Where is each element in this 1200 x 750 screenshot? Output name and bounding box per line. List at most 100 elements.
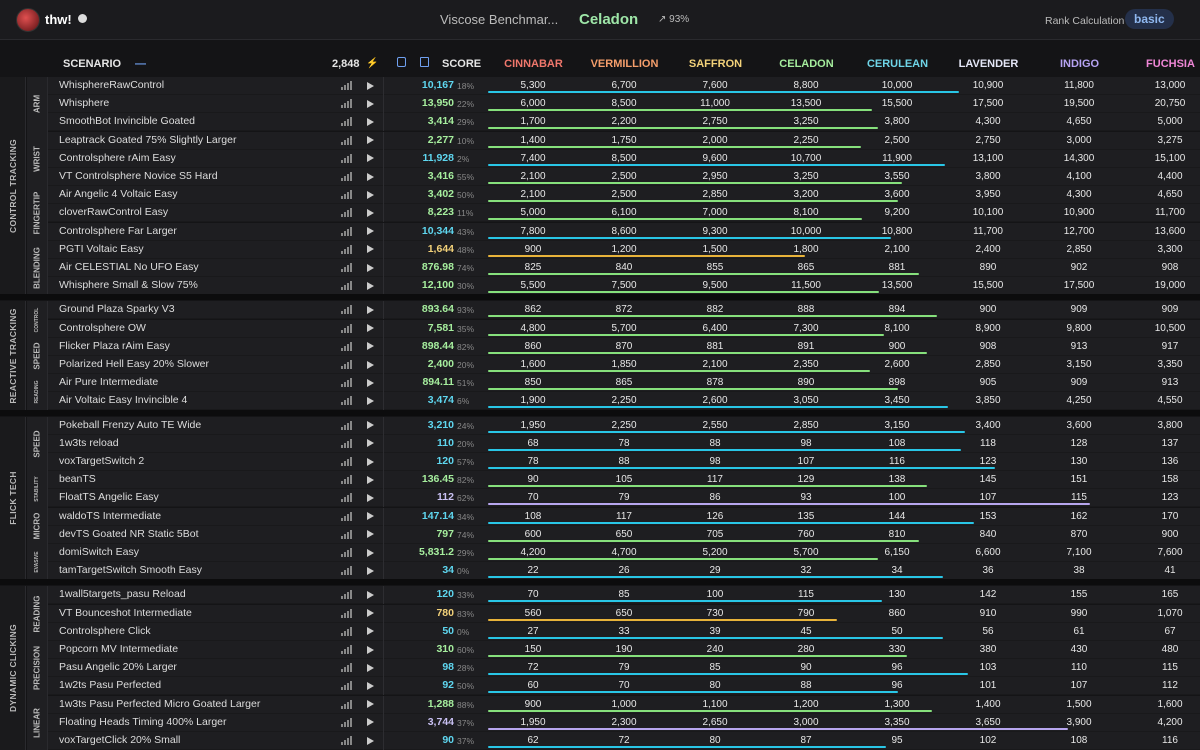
scenario-name[interactable]: Pasu Angelic 20% Larger — [59, 661, 177, 674]
table-row[interactable] — [48, 641, 1200, 659]
table-row[interactable] — [48, 319, 1200, 338]
scenario-name[interactable]: voxTargetClick 20% Small — [59, 734, 181, 746]
play-icon[interactable] — [367, 154, 374, 163]
table-row[interactable] — [48, 131, 1200, 150]
play-icon[interactable] — [367, 263, 374, 272]
scenario-name[interactable]: 1w3ts reload — [59, 436, 119, 449]
play-icon[interactable] — [367, 457, 374, 466]
scenario-name[interactable]: voxTargetSwitch 2 — [59, 455, 145, 467]
play-icon[interactable] — [367, 700, 374, 709]
leaderboard-icon[interactable] — [341, 305, 353, 315]
play-icon[interactable] — [367, 548, 374, 557]
play-icon[interactable] — [367, 227, 374, 236]
leaderboard-icon[interactable] — [341, 457, 353, 466]
leaderboard-icon[interactable] — [341, 172, 353, 181]
scenario-name[interactable]: Leaptrack Goated 75% Slightly Larger — [59, 133, 237, 146]
leaderboard-icon[interactable] — [341, 548, 353, 557]
play-icon[interactable] — [367, 590, 374, 599]
leaderboard-icon[interactable] — [341, 281, 353, 291]
leaderboard-icon[interactable] — [341, 681, 353, 691]
table-row[interactable] — [48, 659, 1200, 678]
leaderboard-icon[interactable] — [341, 529, 353, 539]
leaderboard-icon[interactable] — [341, 566, 353, 576]
play-icon[interactable] — [367, 609, 374, 618]
table-row[interactable] — [48, 374, 1200, 393]
table-row[interactable] — [48, 507, 1200, 526]
table-row[interactable] — [48, 95, 1200, 114]
scenario-header[interactable]: SCENARIO — [63, 58, 122, 70]
scenario-name[interactable]: waldoTS Intermediate — [59, 509, 162, 522]
play-icon[interactable] — [367, 208, 374, 217]
scenario-name[interactable]: Controlsphere rAim Easy — [59, 151, 176, 164]
scenario-name[interactable]: Flicker Plaza rAim Easy — [59, 339, 170, 352]
table-row[interactable] — [48, 434, 1200, 453]
leaderboard-icon[interactable] — [341, 396, 353, 406]
leaderboard-icon[interactable] — [341, 360, 353, 369]
play-icon[interactable] — [367, 566, 374, 575]
scenario-name[interactable]: 1w3ts Pasu Perfected Micro Goated Larger — [59, 697, 261, 710]
table-row[interactable] — [48, 301, 1200, 320]
export-icon[interactable] — [420, 57, 429, 67]
play-icon[interactable] — [367, 378, 374, 387]
scenario-name[interactable]: SmoothBot Invincible Goated — [59, 115, 195, 128]
table-row[interactable] — [48, 471, 1200, 490]
scenario-name[interactable]: FloatTS Angelic Easy — [59, 491, 159, 504]
scenario-name[interactable]: Controlsphere OW — [59, 321, 146, 334]
table-row[interactable] — [48, 149, 1200, 168]
play-icon[interactable] — [367, 512, 374, 521]
scenario-name[interactable]: Whisphere Small & Slow 75% — [59, 279, 198, 292]
leaderboard-icon[interactable] — [341, 590, 353, 600]
scenario-name[interactable]: PGTI Voltaic Easy — [59, 242, 144, 255]
scenario-name[interactable]: Air Voltaic Easy Invincible 4 — [59, 394, 188, 407]
scenario-name[interactable]: cloverRawControl Easy — [59, 206, 169, 219]
leaderboard-icon[interactable] — [341, 663, 353, 673]
table-row[interactable] — [48, 416, 1200, 435]
scenario-name[interactable]: Air Angelic 4 Voltaic Easy — [59, 188, 178, 201]
username[interactable]: thw! — [45, 12, 72, 27]
scenario-name[interactable]: VT Bounceshot Intermediate — [59, 606, 192, 619]
leaderboard-icon[interactable] — [341, 699, 353, 709]
play-icon[interactable] — [367, 172, 374, 181]
play-icon[interactable] — [367, 681, 374, 690]
table-row[interactable] — [48, 240, 1200, 259]
play-icon[interactable] — [367, 439, 374, 448]
score-header[interactable]: SCORE — [442, 58, 482, 70]
scenario-name[interactable]: 1wall5targets_pasu Reload — [59, 588, 186, 601]
leaderboard-icon[interactable] — [341, 99, 353, 109]
rank-header-cinnabar[interactable]: CINNABAR — [504, 58, 563, 70]
play-icon[interactable] — [367, 81, 374, 90]
table-row[interactable] — [48, 453, 1200, 471]
play-icon[interactable] — [367, 421, 374, 430]
table-row[interactable] — [48, 525, 1200, 544]
scenario-name[interactable]: Ground Plaza Sparky V3 — [59, 303, 175, 316]
table-row[interactable] — [48, 259, 1200, 277]
scenario-name[interactable]: Air Pure Intermediate — [59, 376, 159, 389]
leaderboard-icon[interactable] — [341, 438, 353, 448]
play-icon[interactable] — [367, 342, 374, 351]
rank-header-saffron[interactable]: SAFFRON — [688, 58, 743, 70]
table-row[interactable] — [48, 222, 1200, 241]
scenario-name[interactable]: domiSwitch Easy — [59, 546, 139, 558]
scenario-name[interactable]: Air CELESTIAL No UFO Easy — [59, 261, 199, 273]
table-row[interactable] — [48, 356, 1200, 374]
play-icon[interactable] — [367, 493, 374, 502]
scenario-name[interactable]: Controlsphere Click — [59, 624, 151, 637]
scenario-name[interactable]: Popcorn MV Intermediate — [59, 643, 179, 655]
play-icon[interactable] — [367, 530, 374, 539]
play-icon[interactable] — [367, 736, 374, 745]
rank-header-vermillion[interactable]: VERMILLION — [590, 58, 659, 70]
play-icon[interactable] — [367, 245, 374, 254]
collapse-icon[interactable]: — — [135, 58, 146, 70]
play-icon[interactable] — [367, 190, 374, 199]
leaderboard-icon[interactable] — [341, 135, 353, 145]
table-row[interactable] — [48, 186, 1200, 205]
scenario-name[interactable]: 1w2ts Pasu Perfected — [59, 679, 162, 692]
copy-icon[interactable] — [397, 57, 406, 67]
leaderboard-icon[interactable] — [341, 626, 353, 636]
leaderboard-icon[interactable] — [341, 226, 353, 236]
table-row[interactable] — [48, 77, 1200, 95]
scenario-name[interactable]: tamTargetSwitch Smooth Easy — [59, 564, 202, 577]
play-icon[interactable] — [367, 396, 374, 405]
scenario-name[interactable]: VT Controlsphere Novice S5 Hard — [59, 170, 218, 182]
scenario-name[interactable]: devTS Goated NR Static 5Bot — [59, 527, 199, 540]
